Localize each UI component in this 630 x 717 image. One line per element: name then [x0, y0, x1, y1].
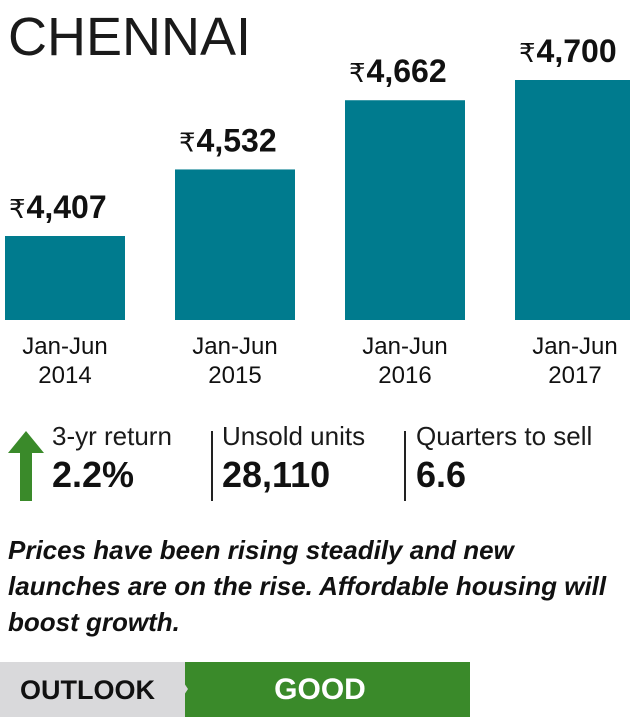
- chart-title: CHENNAI: [8, 7, 252, 67]
- stat-quarters: Quarters to sell 6.6: [416, 423, 592, 493]
- bar-value-label: ₹4,662: [349, 53, 447, 89]
- outlook-value: GOOD: [274, 673, 366, 706]
- outlook-label-box: OUTLOOK: [0, 662, 185, 717]
- bar-2: [175, 169, 295, 320]
- stat-return-label: 3-yr return: [52, 421, 172, 451]
- bar-value-label: ₹4,407: [9, 189, 107, 225]
- stat-quarters-label: Quarters to sell: [416, 421, 593, 451]
- category-label: Jan-Jun: [362, 333, 447, 360]
- bar-3: [345, 100, 465, 320]
- bar-chart: ₹4,407Jan-Jun2014₹4,532Jan-Jun2015₹4,662…: [5, 33, 630, 389]
- bar-value-label: ₹4,700: [519, 33, 617, 69]
- category-label: 2014: [38, 362, 91, 389]
- category-label: 2017: [548, 362, 601, 389]
- category-label: Jan-Jun: [22, 333, 107, 360]
- category-label: Jan-Jun: [532, 333, 617, 360]
- category-label: 2016: [378, 362, 431, 389]
- outlook-value-box: GOOD: [170, 662, 470, 717]
- bar-4: [515, 80, 630, 320]
- stat-divider: [404, 431, 406, 501]
- category-label: Jan-Jun: [192, 333, 277, 360]
- stat-return-value: 2.2%: [52, 454, 135, 495]
- stat-return: 3-yr return 2.2%: [52, 423, 172, 493]
- outlook-notch: [170, 662, 188, 716]
- outlook-banner: GOOD OUTLOOK: [0, 662, 630, 717]
- summary-text: Prices have been rising steadily and new…: [8, 535, 607, 637]
- stats-row: 3-yr return 2.2% Unsold units 28,110 Qua…: [0, 423, 630, 503]
- stat-divider: [211, 431, 213, 501]
- up-arrow-icon: [8, 431, 44, 501]
- stat-quarters-value: 6.6: [416, 454, 467, 495]
- stat-unsold: Unsold units 28,110: [222, 423, 365, 493]
- bar-1: [5, 236, 125, 320]
- category-label: 2015: [208, 362, 261, 389]
- stat-unsold-label: Unsold units: [222, 421, 366, 451]
- stat-unsold-value: 28,110: [222, 454, 331, 495]
- bar-value-label: ₹4,532: [179, 122, 277, 158]
- outlook-label: OUTLOOK: [20, 675, 155, 705]
